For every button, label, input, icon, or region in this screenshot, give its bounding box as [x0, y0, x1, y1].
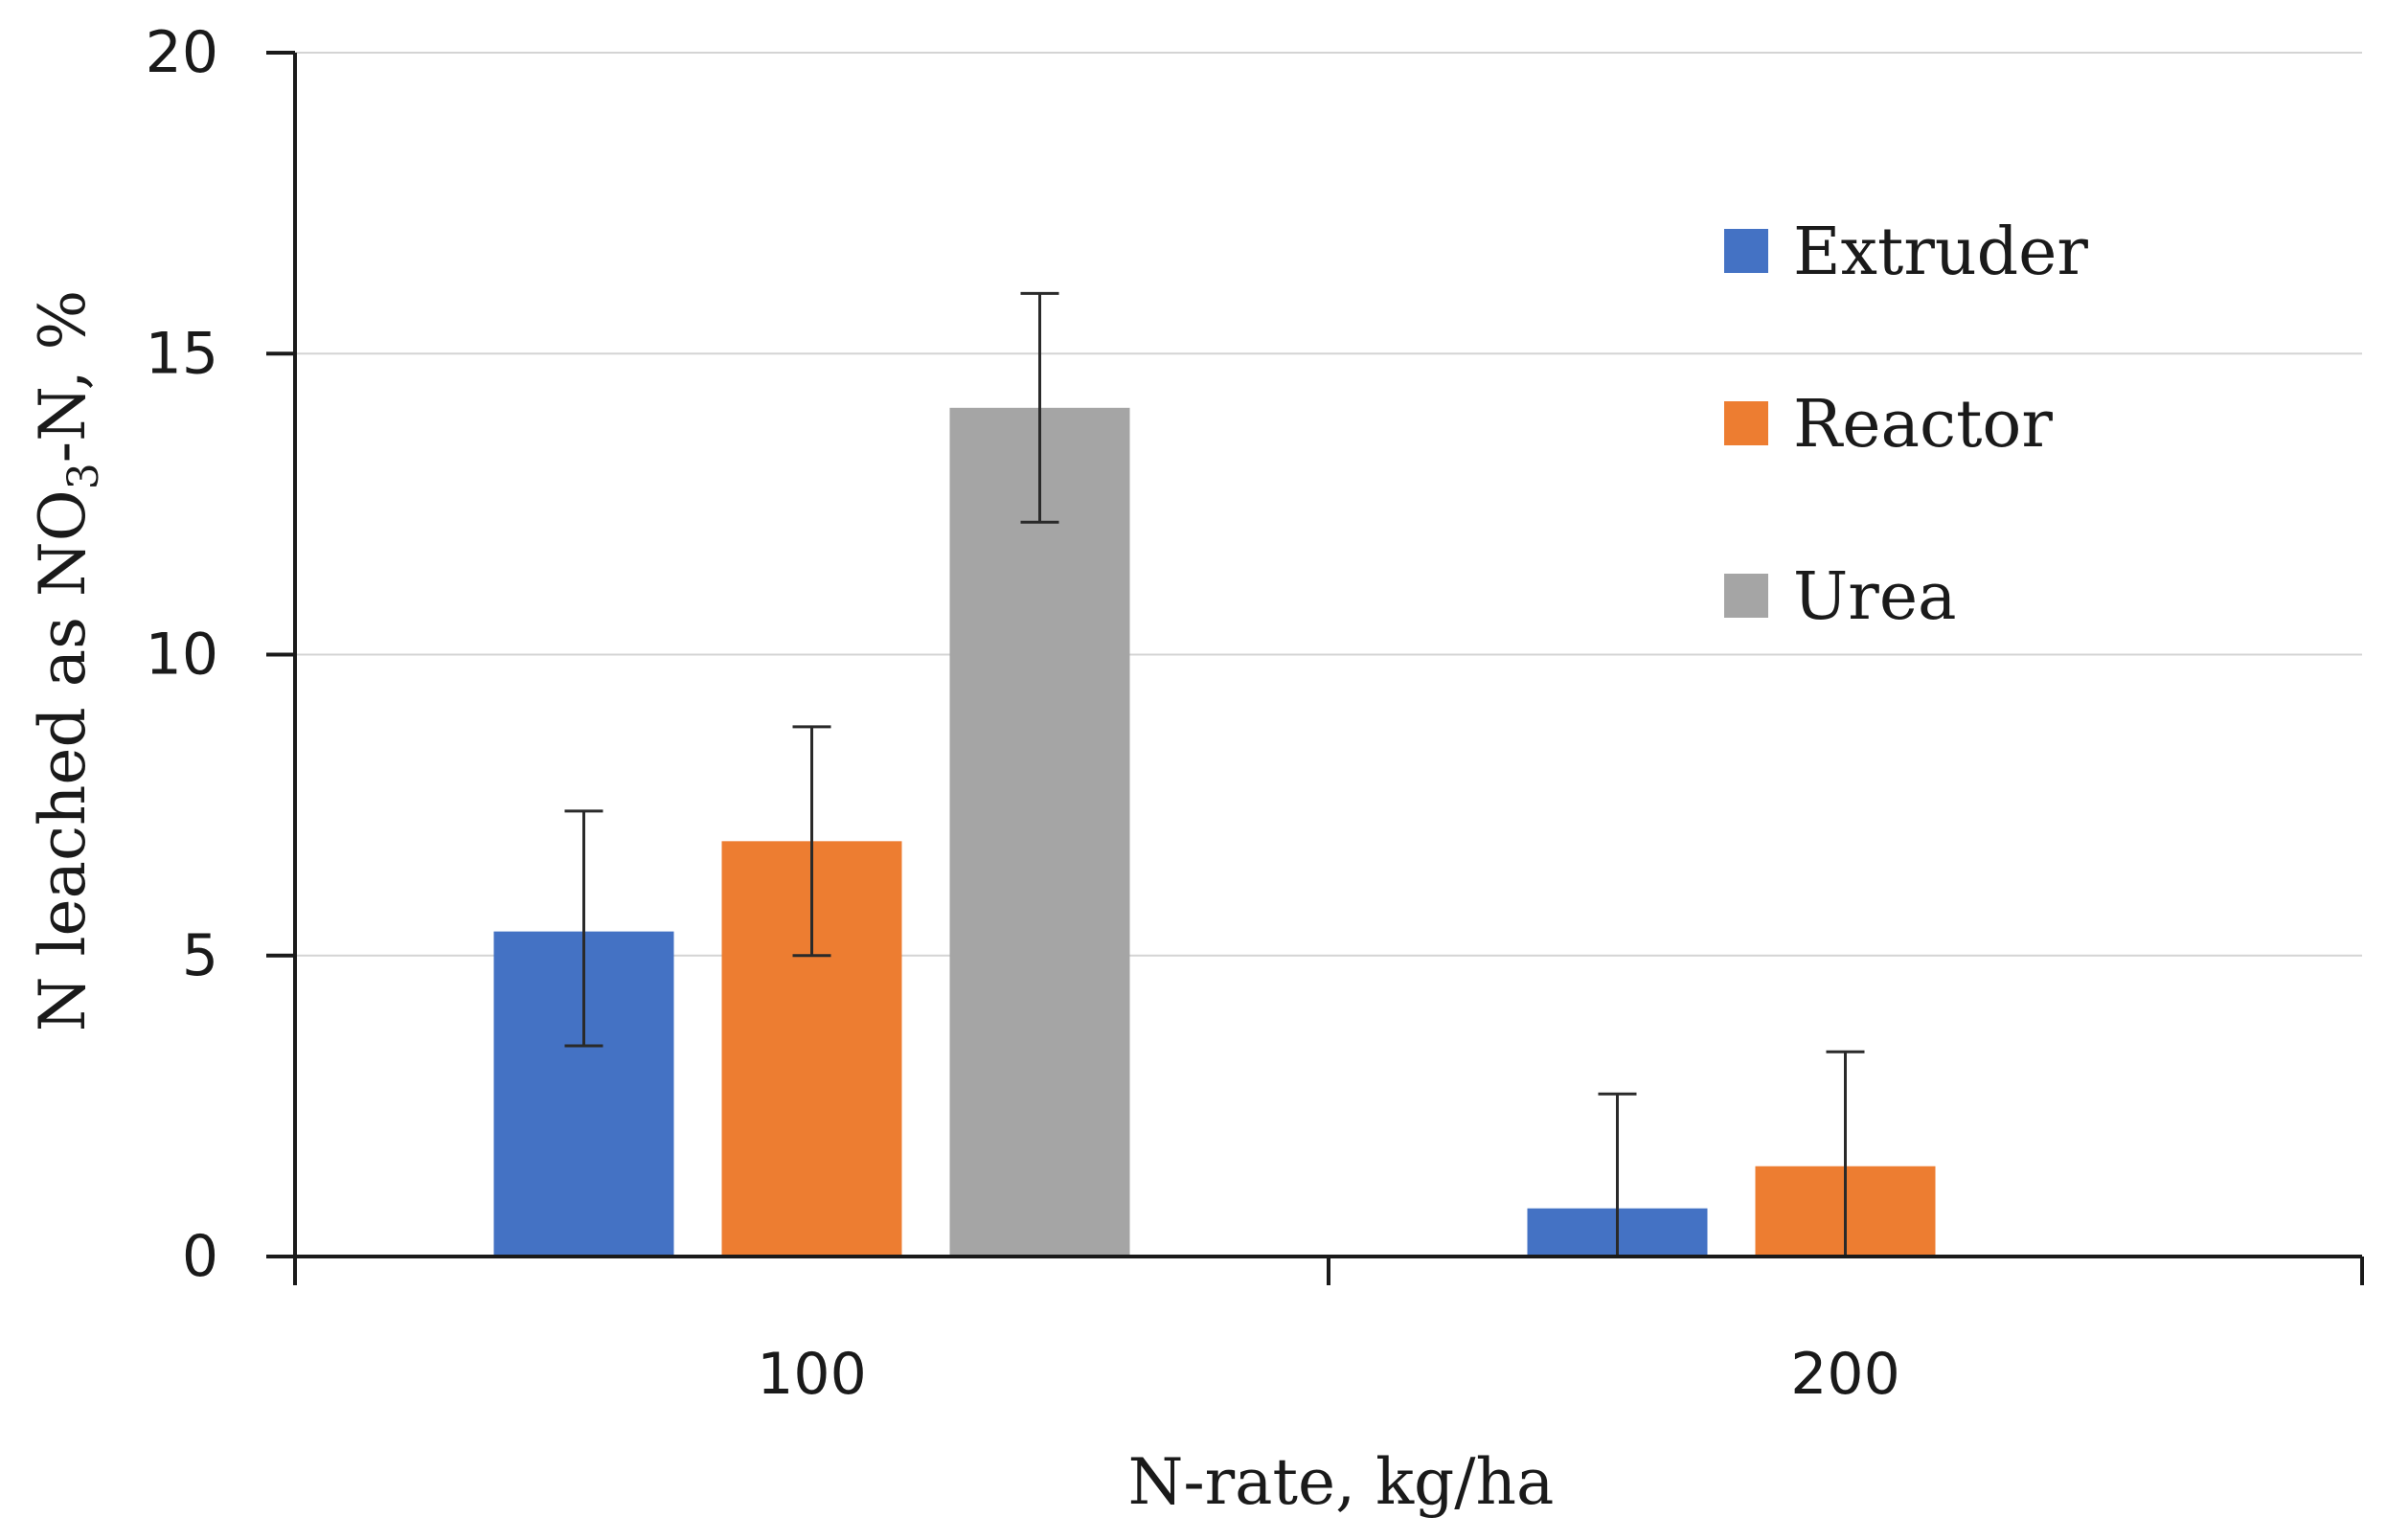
error-bar-extruder-200 — [1598, 1092, 1637, 1257]
x-tick-label-100: 100 — [757, 1341, 867, 1408]
y-tick-labels: 0 5 10 15 20 — [146, 19, 295, 1290]
legend-entry-reactor: Reactor — [1724, 387, 2053, 463]
y-tick-label-0: 0 — [182, 1223, 218, 1290]
x-axis-title: N-rate, kg/ha — [1128, 1445, 1555, 1519]
legend-entry-urea: Urea — [1724, 559, 1957, 635]
bar-urea-100 — [949, 407, 1130, 1257]
legend-label-reactor: Reactor — [1793, 387, 2053, 463]
y-axis-title-subscript: 3 — [59, 463, 108, 489]
legend: Extruder Reactor Urea — [1724, 215, 2088, 635]
legend-entry-extruder: Extruder — [1724, 215, 2088, 290]
legend-label-extruder: Extruder — [1793, 215, 2088, 290]
y-axis-title: N leached as NO3-N, % — [26, 290, 108, 1032]
y-axis-title-suffix: -N, % — [26, 290, 100, 464]
legend-label-urea: Urea — [1793, 559, 1957, 635]
legend-swatch-extruder — [1724, 229, 1768, 273]
error-bar-urea-100 — [1020, 291, 1059, 524]
gridlines — [295, 52, 2362, 957]
bars — [493, 407, 1936, 1257]
legend-swatch-urea — [1724, 574, 1768, 618]
error-bar-reactor-100 — [792, 725, 831, 958]
y-tick-label-10: 10 — [146, 622, 218, 689]
y-axis-title-prefix: N leached as NO — [26, 489, 100, 1031]
legend-swatch-reactor — [1724, 401, 1768, 445]
y-tick-label-15: 15 — [146, 320, 218, 387]
y-tick-label-20: 20 — [146, 19, 218, 86]
y-tick-label-5: 5 — [182, 922, 218, 989]
error-bar-extruder-100 — [564, 809, 603, 1048]
error-bars — [564, 291, 1865, 1257]
x-tick-labels: 100 200 — [293, 1257, 2364, 1408]
error-bar-reactor-200 — [1826, 1050, 1865, 1257]
x-tick-label-200: 200 — [1790, 1341, 1900, 1408]
